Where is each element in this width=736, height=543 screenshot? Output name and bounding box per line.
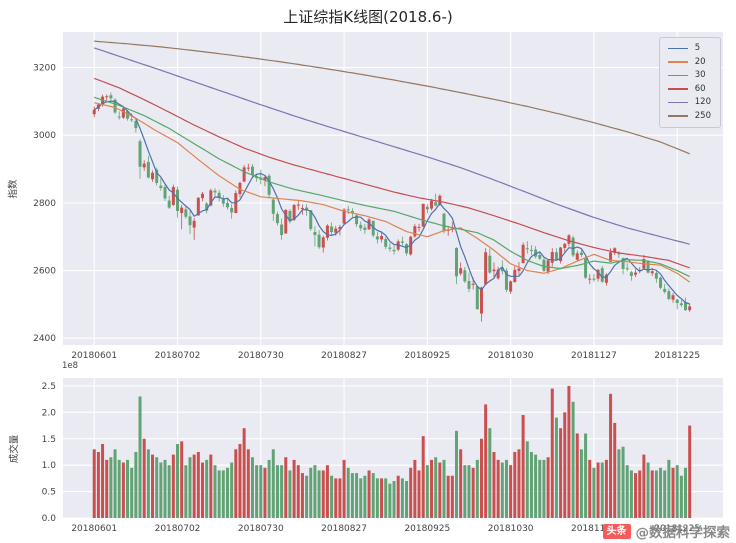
legend-line-swatch	[667, 115, 688, 117]
y-tick-label: 2.5	[42, 382, 56, 392]
x-tick-label: 20180601	[71, 524, 117, 534]
ma-line-250	[94, 40, 690, 155]
ma-line-20	[94, 102, 691, 283]
legend-label: 250	[694, 110, 711, 121]
legend-item-ma-60: 60	[667, 83, 711, 94]
watermark-text: @数据科学探索	[635, 525, 731, 541]
y-tick-label: 3200	[33, 64, 56, 74]
legend-label: 30	[694, 70, 706, 80]
x-tick-label: 20180601	[71, 351, 117, 360]
x-tick-label: 20181225	[654, 524, 700, 534]
y-tick-label: 2600	[33, 267, 56, 277]
y-tick-label: 2400	[33, 334, 56, 344]
volume-bars-layer	[92, 385, 692, 518]
x-tick-label: 20180702	[155, 524, 201, 534]
x-tick-label: 20180730	[238, 524, 284, 534]
x-tick-label: 20181225	[654, 351, 700, 360]
x-tick-label: 20181030	[488, 524, 534, 534]
toutiao-logo-icon: 头条	[602, 523, 631, 539]
legend-label: 60	[694, 83, 706, 94]
legend-line-swatch	[667, 101, 688, 104]
x-tick-label: 20180827	[321, 524, 367, 534]
y-tick-label: 3000	[33, 131, 56, 141]
main-x-tick-labels: 20180601 20180702 20180730 20180827 20180925…	[71, 351, 700, 360]
legend-item-ma-120: 120	[667, 97, 711, 107]
y-tick-label: 1.5	[42, 435, 56, 445]
volume-x-tick-labels: 20180601 20180702 20180730 20180827 20180925…	[71, 524, 700, 534]
x-tick-label: 20180925	[404, 351, 450, 360]
volume-y-tick-labels: 0.0 0.5 1.0 1.5 2.0 2.5	[42, 382, 57, 524]
y-tick-label: 2.0	[42, 408, 57, 418]
ma-line-60	[93, 77, 690, 269]
legend-label: 20	[694, 56, 706, 67]
gridlines-layer	[63, 32, 723, 345]
ma-line-30	[94, 96, 690, 278]
x-tick-label: 20180702	[155, 351, 201, 360]
x-tick-label: 20181127	[571, 351, 617, 360]
legend-label: 120	[694, 97, 711, 107]
ma-lines-layer	[93, 40, 691, 305]
legend-item-ma-5: 5	[667, 43, 711, 53]
x-tick-label: 20181127	[571, 524, 617, 534]
y-tick-label: 1.0	[42, 461, 57, 471]
legend-item-ma-250: 250	[667, 110, 711, 121]
y-tick-label: 2800	[33, 199, 56, 209]
legend-label: 5	[694, 43, 701, 53]
volume-offset-label: 1e8	[62, 361, 79, 371]
volume-bar-chart: 0.0 0.5 1.0 1.5 2.0 2.5 20180601 20180702 201807…	[42, 378, 723, 534]
chart-title: 上证综指K线图(2018.6-)	[283, 8, 453, 26]
x-tick-label: 20180925	[404, 524, 450, 534]
watermark: 头条 @数据科学探索	[602, 521, 731, 541]
ma-line-5	[93, 100, 690, 305]
main-y-tick-labels: 2400 2600 2800 3000 3200	[33, 64, 56, 345]
legend-item-ma-30: 30	[667, 70, 711, 80]
legend-line-swatch	[667, 88, 688, 90]
legend-item-ma-20: 20	[667, 56, 711, 67]
legend-line-swatch	[667, 74, 688, 77]
ma-line-120	[94, 47, 690, 245]
x-tick-label: 20180730	[238, 351, 284, 360]
legend-line-swatch	[667, 61, 688, 63]
candles-layer	[92, 92, 692, 322]
plot-background	[63, 32, 723, 345]
x-tick-label: 20181030	[488, 351, 534, 360]
legend: 5 20 30 60 120 250	[658, 37, 721, 128]
y-tick-label: 0.5	[42, 488, 56, 498]
legend-line-swatch	[667, 47, 688, 50]
y-tick-label: 0.0	[42, 514, 57, 524]
x-tick-label: 20180827	[321, 351, 367, 360]
